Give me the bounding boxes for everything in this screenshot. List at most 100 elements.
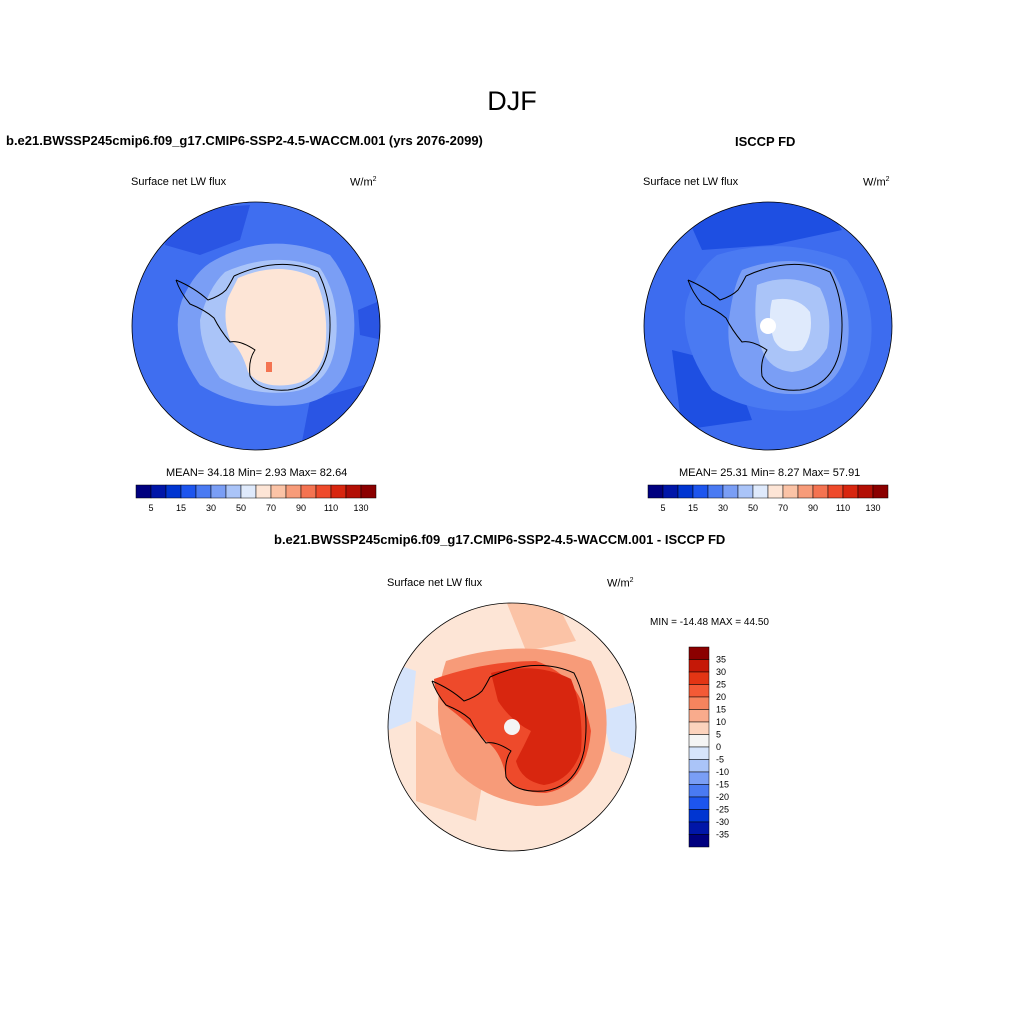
model-colorbar-tick-label: 50: [236, 503, 246, 513]
obs-map-border: [643, 201, 893, 451]
obs-colorbar-swatch: [782, 484, 799, 499]
model-colorbar-swatch: [240, 484, 257, 499]
diff-colorbar-swatch: [688, 684, 710, 698]
diff-colorbar-tick-label: 15: [716, 705, 726, 715]
obs-colorbar-swatch: [812, 484, 829, 499]
model-stats-text: MEAN= 34.18 Min= 2.93 Max= 82.64: [166, 467, 348, 479]
diff-colorbar-swatch: [688, 771, 710, 785]
obs-panel-title: ISCCP FD: [735, 134, 796, 149]
obs-variable-label: Surface net LW flux: [643, 176, 739, 188]
obs-colorbar: 5 15 30 50 70 90 110 130: [647, 484, 889, 513]
diff-colorbar-tick-label: 30: [716, 667, 726, 677]
main-title: DJF: [487, 86, 537, 116]
diff-antarctica-coastline: [431, 664, 587, 792]
diff-colorbar-swatch: [688, 734, 710, 748]
model-colorbar-swatch: [345, 484, 362, 499]
diff-colorbar-tick-label: -30: [716, 817, 729, 827]
diff-panel-title: b.e21.BWSSP245cmip6.f09_g17.CMIP6-SSP2-4…: [274, 532, 726, 547]
diff-colorbar-swatch: [688, 646, 710, 660]
diff-polar-map: [387, 602, 637, 852]
diff-colorbar-swatch: [688, 721, 710, 735]
obs-pole-hole: [760, 318, 776, 334]
diff-colorbar-swatch: [688, 784, 710, 798]
model-colorbar-swatch: [180, 484, 197, 499]
model-colorbar-swatch: [315, 484, 332, 499]
model-polar-map: [131, 201, 381, 451]
diff-warm-ocean-region-2: [416, 721, 486, 821]
obs-colorbar-swatch: [797, 484, 814, 499]
obs-colorbar-swatch: [677, 484, 694, 499]
model-colorbar-tick-label: 130: [353, 503, 368, 513]
diff-units-label: W/m2: [607, 577, 634, 590]
diff-colorbar-swatch: [688, 759, 710, 773]
diff-colorbar-tick-label: -15: [716, 780, 729, 790]
diff-colorbar-swatch: [688, 796, 710, 810]
diff-colorbar-tick-label: 5: [716, 730, 721, 740]
model-colorbar-swatch: [300, 484, 317, 499]
model-colorbar-swatch: [210, 484, 227, 499]
obs-colorbar-swatch: [662, 484, 679, 499]
diff-colorbar-tick-label: -25: [716, 805, 729, 815]
obs-colorbar-tick-label: 130: [865, 503, 880, 513]
model-colorbar: 5 15 30 50 70 90 110 130: [135, 484, 377, 513]
diff-colorbar-tick-label: -35: [716, 830, 729, 840]
model-colorbar-swatch: [165, 484, 182, 499]
obs-polar-map: [643, 201, 893, 451]
obs-colorbar-swatch: [692, 484, 709, 499]
obs-colorbar-swatch: [827, 484, 844, 499]
diff-colorbar-swatch: [688, 671, 710, 685]
obs-colorbar-tick-label: 110: [836, 503, 850, 513]
obs-antarctica-coastline: [687, 263, 843, 391]
diff-colorbar-swatch: [688, 659, 710, 673]
obs-colorbar-swatch: [857, 484, 874, 499]
diff-colorbar-swatch: [688, 696, 710, 710]
model-interior-region: [225, 269, 327, 386]
diff-warm-ocean-region: [506, 603, 576, 651]
model-colorbar-tick-label: 110: [324, 503, 338, 513]
diff-colorbar-swatch: [688, 709, 710, 723]
obs-colorbar-tick-label: 70: [778, 503, 788, 513]
model-colorbar-tick-label: 30: [206, 503, 216, 513]
model-deep-ocean-region-3: [358, 300, 380, 340]
model-units-label: W/m2: [350, 176, 377, 189]
diff-variable-label: Surface net LW flux: [387, 577, 483, 589]
obs-colorbar-swatch: [767, 484, 784, 499]
obs-inner-plateau: [769, 298, 811, 352]
diff-colorbar-tick-label: -20: [716, 792, 729, 802]
model-colorbar-swatch: [285, 484, 302, 499]
model-map-border: [131, 201, 381, 451]
model-colorbar-swatch: [195, 484, 212, 499]
model-panel-title: b.e21.BWSSP245cmip6.f09_g17.CMIP6-SSP2-4…: [6, 133, 483, 148]
diff-colorbar-tick-label: -10: [716, 767, 729, 777]
obs-colorbar-swatch: [722, 484, 739, 499]
model-colorbar-swatch: [330, 484, 347, 499]
model-variable-label: Surface net LW flux: [131, 176, 227, 188]
obs-colorbar-tick-label: 15: [688, 503, 698, 513]
diff-colorbar-tick-label: 25: [716, 680, 726, 690]
obs-stats-text: MEAN= 25.31 Min= 8.27 Max= 57.91: [679, 467, 861, 479]
diff-colorbar-swatch: [688, 821, 710, 835]
model-colorbar-swatch: [360, 484, 377, 499]
obs-colorbar-swatch: [647, 484, 664, 499]
model-colorbar-swatch: [135, 484, 152, 499]
diff-colorbar-swatch: [688, 834, 710, 848]
model-colorbar-swatch: [150, 484, 167, 499]
diff-map-border: [387, 602, 637, 852]
diff-cool-patch-2: [601, 701, 636, 761]
diff-pole-hole: [504, 719, 520, 735]
obs-colorbar-tick-label: 30: [718, 503, 728, 513]
model-colorbar-swatch: [255, 484, 272, 499]
obs-colorbar-swatch: [737, 484, 754, 499]
diff-colorbar-tick-label: 0: [716, 742, 721, 752]
obs-colorbar-swatch: [872, 484, 889, 499]
diff-colorbar-swatch: [688, 746, 710, 760]
diff-colorbar-tick-label: -5: [716, 755, 724, 765]
diff-colorbar-tick-label: 10: [716, 717, 726, 727]
model-colorbar-tick-label: 90: [296, 503, 306, 513]
model-warm-patch: [266, 362, 272, 372]
obs-deep-ocean-region: [682, 202, 842, 250]
obs-colorbar-swatch: [707, 484, 724, 499]
obs-colorbar-tick-label: 5: [660, 503, 665, 513]
diff-colorbar-tick-label: 35: [716, 655, 726, 665]
diff-colorbar: 35 30 25 20 15 10 5 0 -5 -10 -15 -20 -25 -30 -35: [688, 646, 729, 848]
